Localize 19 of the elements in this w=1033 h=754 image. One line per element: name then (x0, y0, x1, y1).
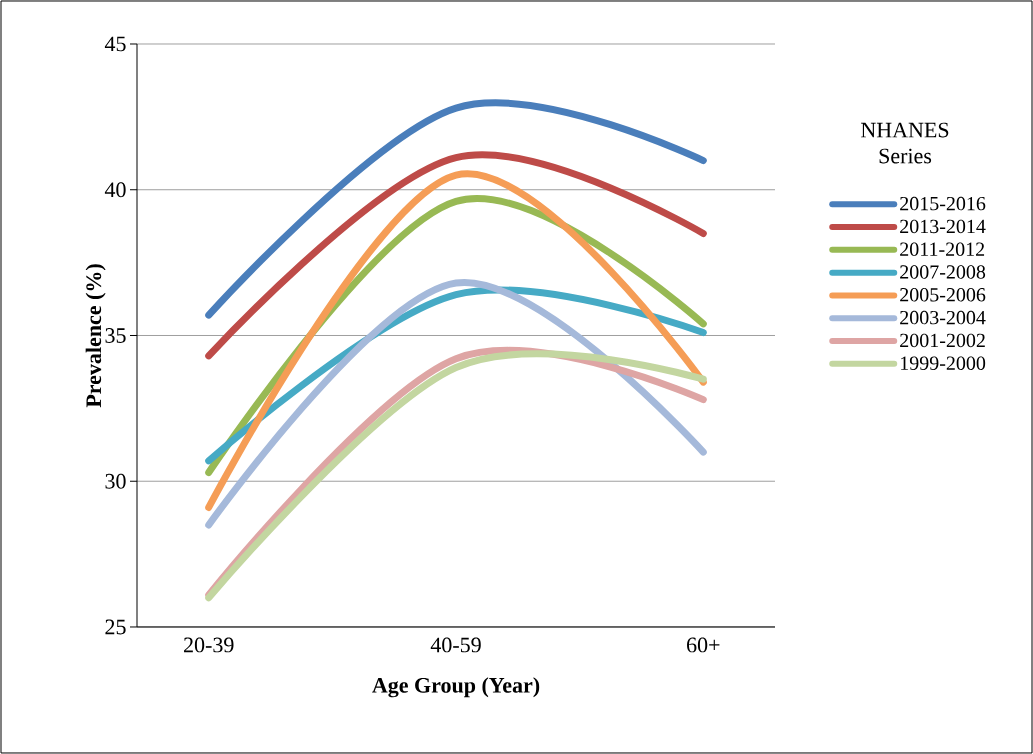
legend-label: 1999-2000 (901, 356, 986, 370)
legend-label: 2001-2002 (900, 333, 985, 348)
y-tick-label: 35 (105, 328, 126, 343)
x-tick-label: 40-59 (430, 637, 481, 653)
y-axis-title: Prevalence (%) (85, 264, 106, 408)
y-tick-label: 30 (105, 473, 126, 489)
y-tick-label: 40 (104, 182, 126, 198)
legend-label: 2007-2008 (900, 265, 986, 279)
x-tick-label: 60+ (687, 637, 720, 653)
legend-label: 2003-2004 (900, 310, 986, 325)
y-tick-label: 25 (105, 619, 126, 635)
legend-label: 2011-2012 (900, 242, 985, 256)
x-tick-label: 20-39 (184, 637, 234, 653)
legend-label: 2013-2014 (900, 219, 986, 234)
legend-label: 2005-2006 (900, 288, 986, 302)
legend-title: NHANES Series (861, 122, 949, 164)
x-axis-title: Age Group (Year) (372, 677, 540, 698)
y-tick-label: 45 (104, 36, 126, 52)
legend-label: 2015-2016 (900, 196, 986, 211)
